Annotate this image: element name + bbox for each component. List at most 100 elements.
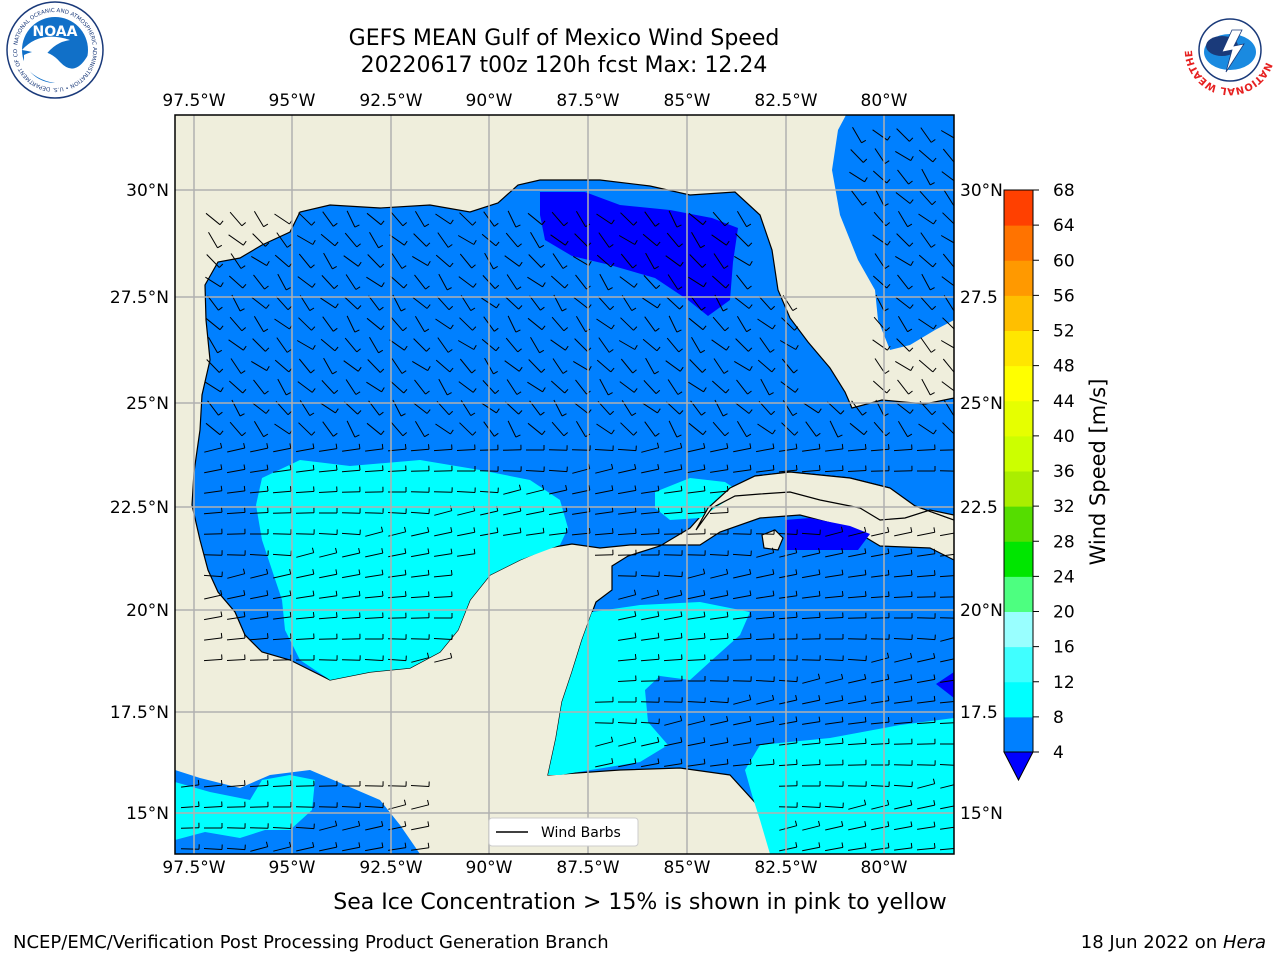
- wind-barb-flag: [634, 463, 637, 470]
- wind-barb-flag: [427, 821, 430, 827]
- wind-barb: [825, 721, 843, 725]
- wind-barb-flag: [864, 842, 867, 848]
- wind-barb: [319, 595, 337, 599]
- wind-barb-flag: [426, 304, 431, 309]
- wind-barb-flag: [381, 443, 384, 449]
- wind-barb: [389, 339, 405, 351]
- wind-barb: [781, 422, 795, 436]
- colorbar-segment: [1004, 295, 1033, 331]
- wind-barb-flag: [933, 674, 936, 680]
- wind-barb-flag: [677, 286, 683, 290]
- wind-barb: [410, 638, 430, 640]
- wind-barb-flag: [818, 547, 821, 554]
- wind-barb-flag: [957, 822, 958, 827]
- wind-barb: [897, 421, 909, 437]
- wind-barb-flag: [910, 527, 913, 533]
- wind-barb-flag: [818, 738, 821, 744]
- wind-barb-flag: [680, 589, 683, 596]
- wind-barb-flag: [932, 262, 937, 268]
- wind-barb: [364, 805, 384, 809]
- wind-barb: [346, 315, 356, 333]
- wind-barb: [433, 491, 453, 493]
- wind-barb: [180, 848, 200, 850]
- lon-label-top: 97.5°W: [162, 91, 225, 111]
- wind-barb-flag: [610, 367, 615, 373]
- wind-barb: [848, 847, 866, 851]
- wind-barb: [595, 489, 613, 495]
- wind-barb-flag: [772, 569, 775, 575]
- wind-barb: [552, 253, 564, 269]
- wind-barb: [690, 295, 702, 311]
- wind-barb-flag: [931, 200, 937, 206]
- wind-barb: [710, 720, 728, 726]
- wind-barb-flag: [929, 287, 935, 291]
- wind-barb: [919, 190, 933, 206]
- wind-barb-flag: [633, 388, 638, 393]
- wind-barb-flag: [818, 842, 821, 848]
- colorbar-tick-label: 20: [1053, 603, 1075, 623]
- wind-barb: [412, 297, 428, 309]
- wind-barb: [757, 318, 773, 330]
- wind-barb: [572, 468, 590, 474]
- wind-barb-flag: [401, 265, 407, 269]
- wind-barb: [871, 678, 889, 684]
- wind-barb: [274, 359, 290, 373]
- wind-barb: [341, 491, 361, 493]
- wind-barb: [897, 379, 909, 395]
- wind-barb: [897, 169, 909, 185]
- wind-barb-flag: [887, 799, 890, 805]
- wind-barb-flag: [957, 675, 958, 680]
- wind-barb: [847, 617, 867, 619]
- wind-barb-flag: [910, 799, 913, 806]
- wind-barb: [713, 253, 725, 269]
- wind-barb-flag: [864, 444, 867, 450]
- wind-barb-flag: [772, 324, 776, 330]
- wind-barb-flag: [541, 430, 546, 436]
- wind-barb: [459, 422, 473, 436]
- wind-barb: [319, 448, 337, 452]
- wind-barb: [641, 447, 659, 453]
- wind-barb: [572, 511, 590, 515]
- wind-barb-flag: [427, 842, 430, 848]
- wind-barb-flag: [358, 842, 361, 848]
- wind-barb: [226, 554, 246, 556]
- wind-barb: [893, 574, 913, 578]
- wind-barb: [595, 511, 613, 515]
- wind-barb: [318, 469, 338, 473]
- wind-barb: [916, 764, 936, 766]
- wind-barb-flag: [634, 485, 637, 491]
- wind-barb: [342, 448, 360, 452]
- wind-barb: [228, 339, 244, 351]
- wind-barb-flag: [289, 611, 292, 617]
- wind-barb-flag: [957, 240, 960, 244]
- wind-barb: [916, 596, 936, 598]
- wind-barb: [852, 126, 862, 144]
- wind-barb: [801, 532, 821, 536]
- wind-barb-flag: [404, 842, 407, 848]
- wind-barb-flag: [792, 307, 798, 312]
- wind-barb: [295, 638, 315, 640]
- wind-barb-flag: [611, 429, 615, 435]
- wind-barb: [365, 531, 383, 537]
- wind-barb: [733, 720, 751, 726]
- wind-barb-flag: [887, 842, 890, 848]
- wind-barb: [897, 211, 909, 227]
- wind-barb-flag: [611, 758, 614, 764]
- lat-label-left: 27.5°N: [110, 288, 169, 308]
- wind-barb-flag: [472, 221, 477, 226]
- wind-barb-flag: [633, 283, 638, 288]
- wind-barb-flag: [471, 264, 476, 269]
- wind-barb: [273, 594, 291, 600]
- wind-barb-flag: [956, 222, 959, 226]
- wind-barb: [779, 595, 797, 599]
- wind-barb-flag: [700, 349, 706, 354]
- wind-barb: [364, 469, 384, 473]
- wind-barb-flag: [380, 325, 385, 331]
- wind-barb: [272, 827, 292, 829]
- wind-barb: [894, 847, 912, 851]
- wind-barb-flag: [657, 485, 660, 491]
- wind-barb: [870, 721, 890, 725]
- wind-barb-flag: [864, 177, 868, 183]
- wind-barb: [249, 827, 269, 829]
- wind-barb-flag: [471, 369, 476, 374]
